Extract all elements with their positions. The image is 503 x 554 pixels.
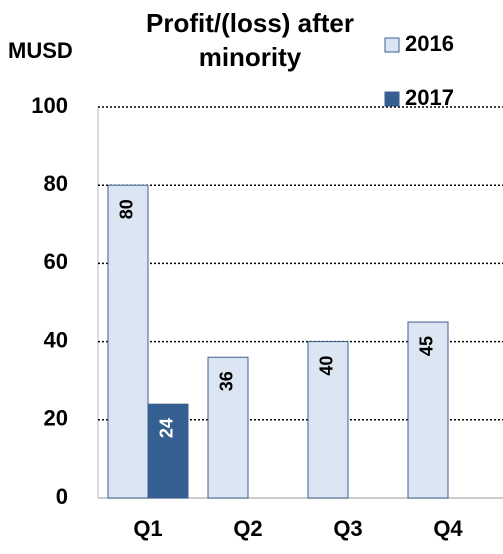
legend-swatch bbox=[384, 37, 400, 53]
y-tick-label: 0 bbox=[56, 484, 68, 509]
bar bbox=[207, 356, 249, 499]
x-tick-label: Q1 bbox=[133, 516, 162, 541]
y-tick-label: 80 bbox=[44, 171, 68, 196]
x-tick-label: Q3 bbox=[333, 516, 362, 541]
legend-swatch bbox=[384, 91, 400, 107]
chart-title: Profit/(loss) after minority bbox=[145, 8, 355, 72]
y-tick-label: 40 bbox=[44, 327, 68, 352]
x-tick-label: Q4 bbox=[433, 516, 463, 541]
bar bbox=[107, 184, 149, 499]
data-label: 24 bbox=[157, 418, 177, 438]
y-tick-label: 60 bbox=[44, 249, 68, 274]
bar bbox=[307, 341, 349, 499]
data-label: 80 bbox=[117, 199, 137, 219]
y-tick-label: 20 bbox=[44, 406, 68, 431]
legend-label: 2017 bbox=[405, 85, 454, 110]
bar bbox=[147, 403, 189, 499]
x-tick-label: Q2 bbox=[233, 516, 262, 541]
data-label: 36 bbox=[217, 371, 237, 391]
data-label: 40 bbox=[317, 356, 337, 376]
legend-label: 2016 bbox=[405, 31, 454, 56]
bar bbox=[407, 321, 449, 499]
y-axis-label: MUSD bbox=[8, 38, 73, 63]
y-tick-label: 100 bbox=[31, 93, 68, 118]
data-label: 45 bbox=[417, 336, 437, 356]
